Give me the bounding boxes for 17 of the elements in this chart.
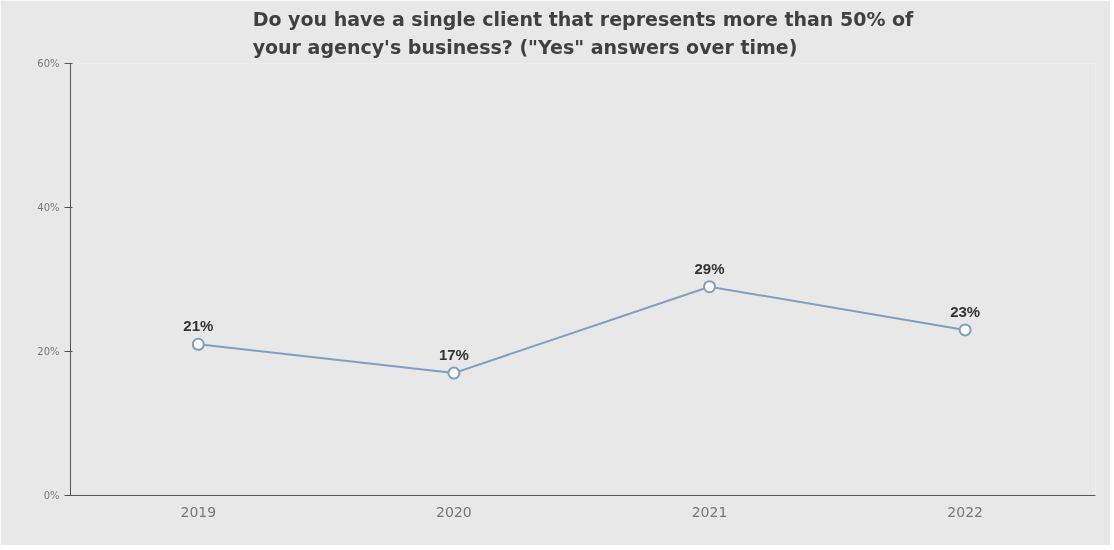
data-label: 29%	[694, 259, 725, 277]
x-tick-label: 2019	[180, 503, 217, 520]
y-tick-label: 0%	[43, 490, 60, 501]
data-label: 21%	[183, 317, 214, 335]
data-label: 17%	[438, 346, 469, 364]
point	[447, 366, 461, 380]
x-tick-label: 2021	[691, 503, 728, 520]
chart-title: Do you have a single client that represents more than 50% of your agency's business? ("Yes" answers over time)	[252, 7, 915, 59]
y-tick-label: 20%	[37, 346, 60, 357]
point	[191, 337, 205, 351]
point	[958, 323, 972, 337]
data-label: 23%	[950, 302, 981, 320]
y-tick-label: 40%	[37, 202, 60, 213]
y-tick-label: 60%	[37, 58, 60, 69]
x-tick-label: 2022	[947, 503, 983, 520]
x-tick-label: 2020	[436, 503, 472, 520]
point	[703, 280, 717, 294]
